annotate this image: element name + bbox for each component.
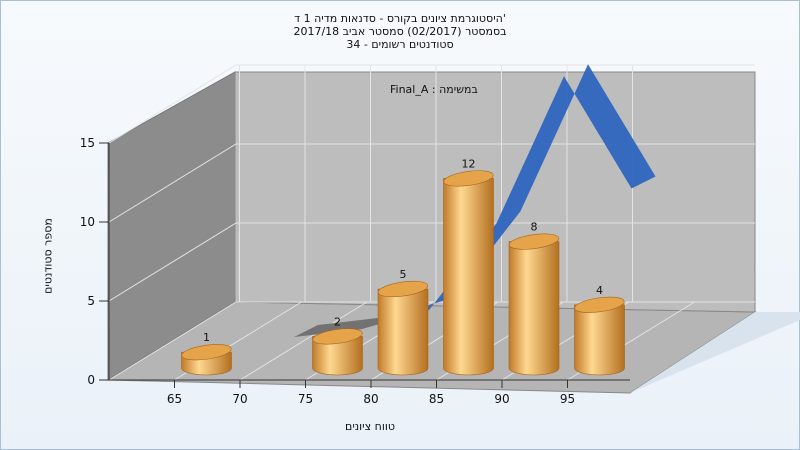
bar — [181, 344, 232, 376]
task-subtitle: Final_A : במשימה — [390, 83, 478, 96]
y-tick-label: 10 — [80, 215, 95, 229]
data-label: 2 — [334, 315, 341, 328]
right-rim — [630, 312, 800, 393]
y-tick-label: 15 — [80, 136, 95, 150]
y-tick-label: 0 — [87, 373, 95, 387]
bar-body — [443, 178, 494, 376]
x-tick-label: 65 — [167, 392, 182, 406]
gridlines — [108, 64, 755, 381]
gridline-y — [108, 222, 755, 302]
bar-top — [181, 344, 232, 361]
y-axis-label: מספר סטודנטים — [41, 218, 55, 294]
data-label: 1 — [203, 331, 210, 344]
bar — [377, 280, 429, 376]
bar-top — [508, 233, 560, 250]
bar-body — [508, 241, 560, 376]
bar-top — [574, 296, 625, 313]
chart-title-line-3: סטודנטים רשומים - 34 — [346, 38, 454, 51]
bar-body — [574, 304, 625, 376]
bar — [574, 296, 625, 376]
data-label: 5 — [400, 268, 407, 281]
x-tick-label: 80 — [363, 392, 378, 406]
chart-title-line-1: היסטוגרמת ציונים בקורס - סדנאות מדיה 1 ד… — [294, 12, 506, 25]
gridline-x-floor — [239, 301, 368, 381]
x-tick-label: 70 — [232, 392, 247, 406]
bar — [312, 328, 363, 376]
bars — [181, 170, 625, 376]
chart-title-line-2: בסמסטר (02/2017) סמסטר אביב 2017/18 — [293, 25, 507, 38]
bar-body — [312, 336, 363, 376]
bar-top — [312, 328, 363, 345]
data-label: 12 — [462, 157, 476, 170]
x-tick-label: 90 — [494, 392, 509, 406]
x-tick-label: 95 — [560, 392, 575, 406]
bar-body — [377, 288, 429, 376]
bar — [508, 233, 560, 376]
x-tick-label: 75 — [298, 392, 313, 406]
bar — [443, 170, 494, 376]
back-wall — [234, 71, 756, 313]
gridline-y — [108, 64, 755, 144]
y-tick-label: 5 — [87, 294, 95, 308]
gridline-y — [108, 143, 755, 223]
data-label: 4 — [596, 284, 603, 297]
data-label: 8 — [531, 221, 538, 234]
bar-top — [377, 280, 429, 298]
x-tick-label: 85 — [429, 392, 444, 406]
bar-top — [443, 170, 494, 187]
x-axis-label: טווח ציונים — [345, 420, 395, 433]
